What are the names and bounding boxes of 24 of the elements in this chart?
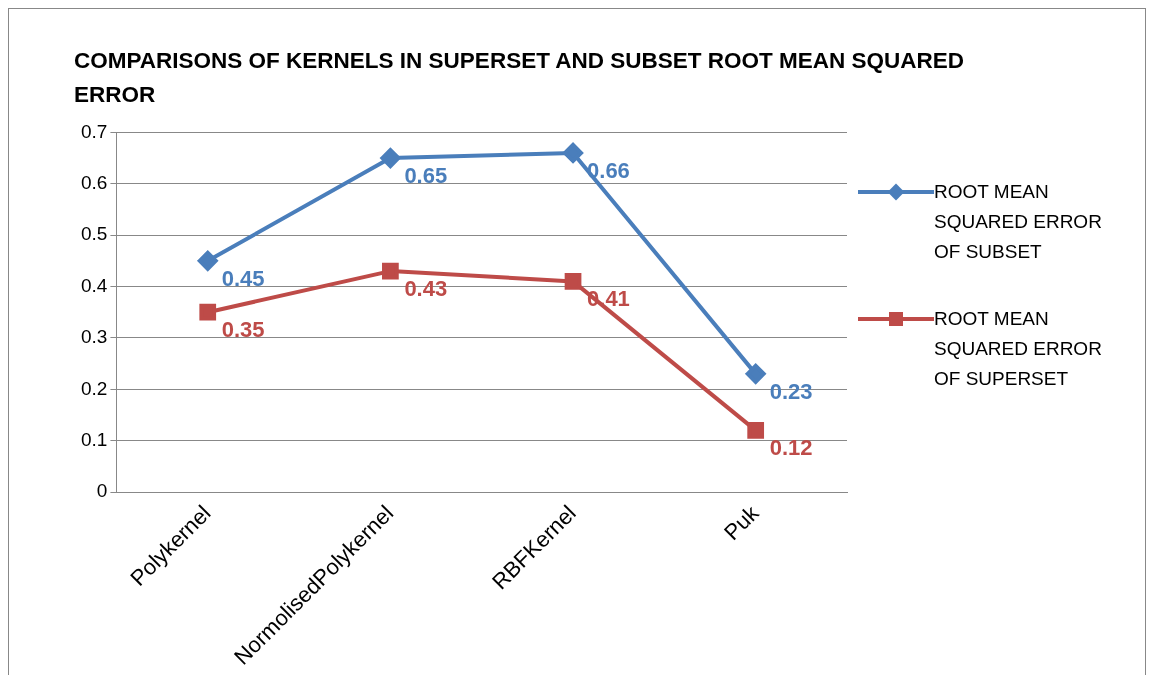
y-tick-label: 0.2 (80, 377, 108, 399)
y-tick-label: 0.1 (80, 428, 108, 450)
point (563, 142, 584, 163)
point (745, 363, 766, 384)
y-tick-label: 0.3 (80, 326, 108, 348)
y-tick-label: 0.6 (80, 172, 108, 194)
legend-label: ROOT MEAN SQUARED ERROR OF SUBSET (934, 180, 1103, 264)
point (197, 250, 218, 271)
point (199, 303, 217, 321)
point (382, 262, 399, 280)
data-label: 0.65 (404, 163, 448, 189)
y-tick-label: 0.5 (80, 223, 108, 245)
data-label: 0.45 (221, 265, 265, 291)
data-label: 0.35 (221, 317, 265, 343)
x-tick-label: Puk (719, 499, 765, 545)
point (747, 422, 765, 439)
point (564, 273, 582, 290)
y-tick-label: 0 (96, 480, 108, 502)
data-label: 0.12 (769, 435, 813, 461)
chart-title: COMPARISONS OF KERNELS IN SUPERSET AND SUBSET ROOT MEAN SQUARED ERROR (74, 47, 966, 109)
y-tick-label: 0.7 (80, 120, 108, 142)
y-tick-label: 0.4 (80, 274, 108, 296)
legend-label: ROOT MEAN SQUARED ERROR OF SUPERSET (934, 307, 1103, 391)
point (380, 148, 401, 169)
